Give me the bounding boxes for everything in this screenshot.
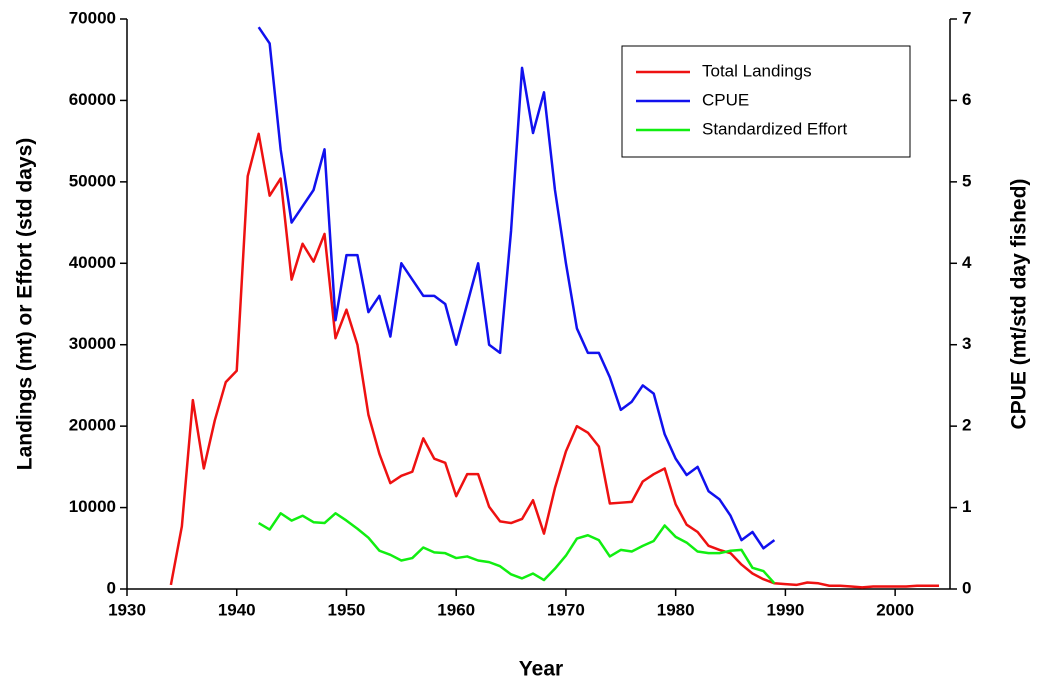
x-tick-label: 2000: [876, 600, 914, 619]
y-tick-label: 30000: [69, 334, 116, 353]
series-line: [258, 512, 776, 585]
y-tick-label: 50000: [69, 171, 116, 190]
y-axis-title: Landings (mt) or Effort (std days): [14, 138, 37, 471]
legend-label: Total Landings: [702, 61, 812, 80]
series-line: [169, 132, 940, 589]
x-tick-label: 1950: [328, 600, 366, 619]
y2-tick-label: 0: [962, 578, 971, 597]
y-tick-label: 60000: [69, 90, 116, 109]
y2-tick-label: 6: [962, 90, 971, 109]
y-tick-label: 0: [107, 578, 116, 597]
legend-label: CPUE: [702, 90, 749, 109]
y2-tick-label: 1: [962, 497, 971, 516]
series-line: [257, 26, 776, 550]
y2-tick-label: 4: [962, 253, 972, 272]
y-tick-label: 40000: [69, 253, 116, 272]
x-tick-label: 1940: [218, 600, 256, 619]
legend-label: Standardized Effort: [702, 119, 847, 138]
y2-axis-title: CPUE (mt/std day fished): [1008, 179, 1031, 430]
y-tick-label: 10000: [69, 497, 116, 516]
x-tick-label: 1970: [547, 600, 585, 619]
y2-tick-label: 7: [962, 8, 971, 27]
x-axis-title: Year: [519, 658, 563, 681]
x-tick-label: 1980: [657, 600, 695, 619]
y2-tick-label: 5: [962, 171, 971, 190]
y2-tick-label: 3: [962, 334, 971, 353]
x-tick-label: 1990: [766, 600, 804, 619]
x-tick-label: 1930: [108, 600, 146, 619]
x-tick-label: 1960: [437, 600, 475, 619]
y-tick-label: 20000: [69, 416, 116, 435]
y2-tick-label: 2: [962, 416, 971, 435]
y-tick-label: 70000: [69, 8, 116, 27]
